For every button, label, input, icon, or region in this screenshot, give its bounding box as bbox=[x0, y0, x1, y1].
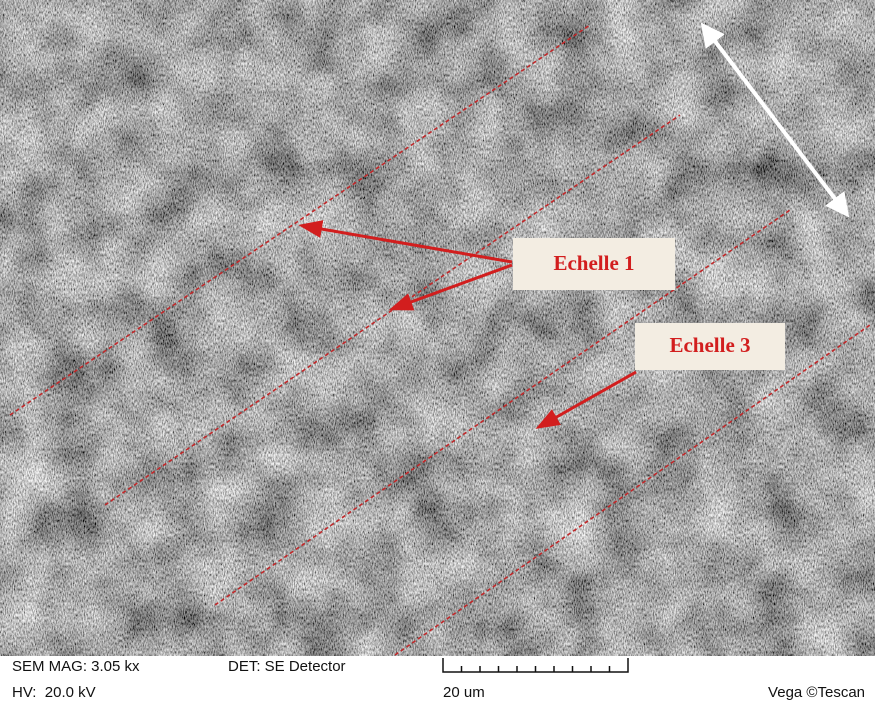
label: Echelle 3 bbox=[669, 333, 750, 357]
label: Echelle 1 bbox=[553, 251, 634, 275]
scale-bar bbox=[443, 658, 628, 672]
info-text: HV: 20.0 kV bbox=[12, 684, 96, 701]
sem-figure: Echelle 1 Echelle 3 SEM MAG: 3.05 kx DET… bbox=[0, 0, 875, 707]
info-text: 20 um bbox=[443, 684, 485, 701]
info-bar: SEM MAG: 3.05 kx DET: SE Detector HV: 20… bbox=[12, 658, 865, 701]
info-text: DET: SE Detector bbox=[228, 658, 346, 675]
info-text: Vega ©Tescan bbox=[768, 684, 865, 701]
info-text: SEM MAG: 3.05 kx bbox=[12, 658, 140, 675]
